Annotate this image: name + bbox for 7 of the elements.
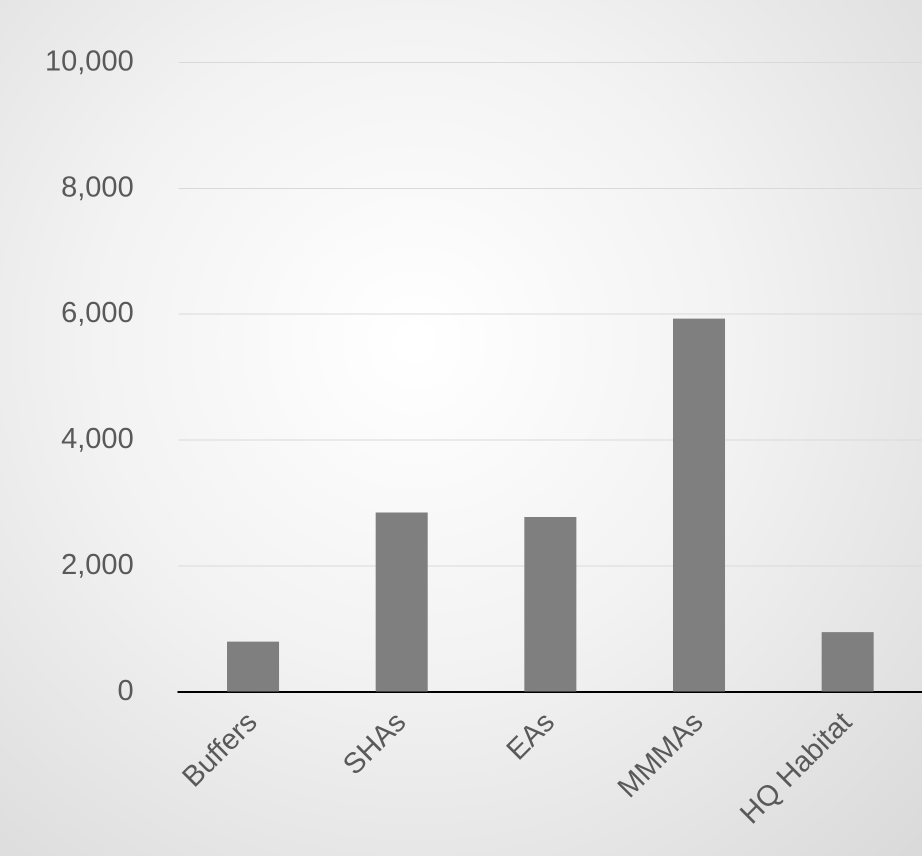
x-tick-label: EAs [500, 706, 561, 766]
y-tick-label: 4,000 [61, 423, 134, 456]
y-tick-label: 8,000 [61, 171, 134, 204]
y-tick-label: 10,000 [44, 45, 134, 78]
y-tick-label: 2,000 [61, 549, 134, 582]
y-tick-label: 0 [118, 674, 134, 707]
y-tick-label: 6,000 [61, 297, 134, 330]
